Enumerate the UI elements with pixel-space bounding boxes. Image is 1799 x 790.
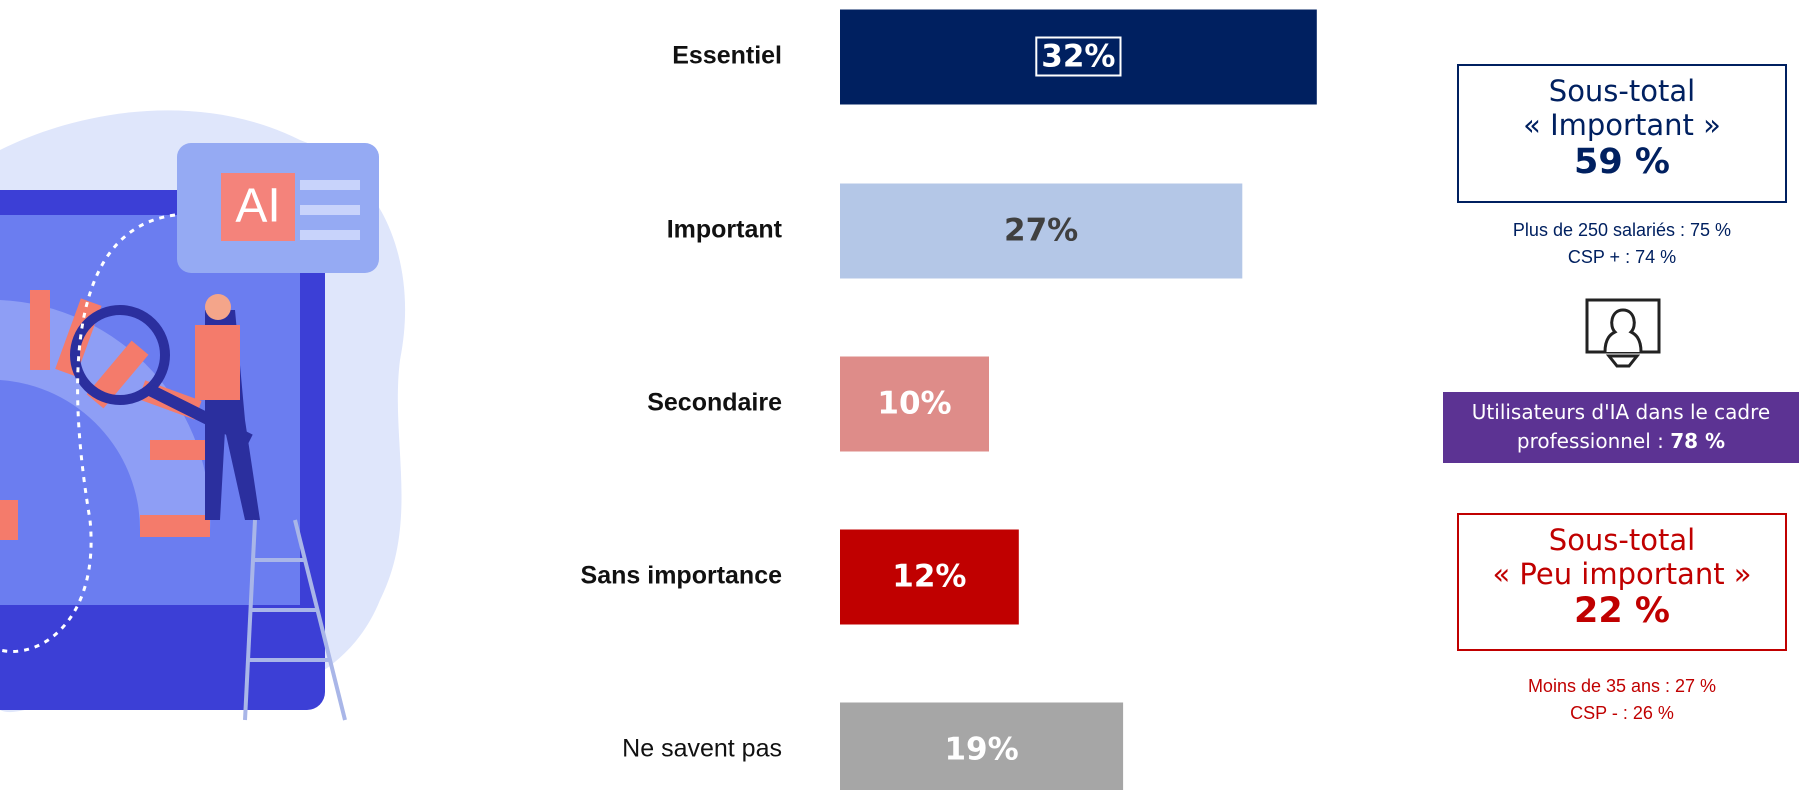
box-line: Sous-total xyxy=(1548,74,1696,108)
box-total: 59 % xyxy=(1574,142,1670,182)
detail: CSP + : 74 % xyxy=(1567,247,1677,267)
illustration: AI xyxy=(0,110,406,721)
bar xyxy=(840,702,1124,790)
value-label: 12% xyxy=(892,559,966,595)
gauge xyxy=(0,300,211,530)
users-value: 78 % xyxy=(1670,429,1726,453)
chart: AI Essentiel 32% Important 27% Secondaire 10%… xyxy=(0,9,1317,790)
category-label: Important xyxy=(667,216,783,244)
person-shirt xyxy=(195,325,240,400)
user-icon xyxy=(1585,298,1661,368)
person-head xyxy=(205,294,231,320)
detail: Moins de 35 ans : 27 % xyxy=(1527,676,1717,696)
category-label: Ne savent pas xyxy=(622,735,782,763)
bar xyxy=(840,183,1243,279)
ai-card-lines xyxy=(300,180,360,240)
peu-important-box: Sous-total « Peu important » 22 % xyxy=(1457,513,1787,651)
ai-label: AI xyxy=(235,180,280,233)
value-label: 10% xyxy=(877,386,951,422)
users-box: Utilisateurs d'IA dans le cadre professi… xyxy=(1443,392,1799,463)
detail: CSP - : 26 % xyxy=(1570,703,1674,723)
category-label: Essentiel xyxy=(672,42,782,70)
box-total: 22 % xyxy=(1574,591,1670,631)
important-details: Plus de 250 salariés : 75 % CSP + : 74 % xyxy=(1457,217,1787,271)
value-label: 32% xyxy=(1041,39,1115,75)
box-line: « Important » xyxy=(1523,108,1721,142)
bar xyxy=(840,9,1317,105)
detail: Plus de 250 salariés : 75 % xyxy=(1512,220,1732,240)
important-box: Sous-total « Important » 59 % xyxy=(1457,64,1787,203)
box-line: Sous-total xyxy=(1548,523,1696,557)
users-text: Utilisateurs d'IA dans le cadre professi… xyxy=(1471,400,1771,453)
ai-badge xyxy=(221,173,295,241)
bar xyxy=(840,356,989,452)
value-label: 27% xyxy=(1004,213,1078,249)
peu-important-details: Moins de 35 ans : 27 % CSP - : 26 % xyxy=(1457,673,1787,727)
magnifier xyxy=(70,305,170,405)
bar xyxy=(840,529,1019,625)
category-label: Secondaire xyxy=(647,389,782,417)
value-label-frame xyxy=(1035,36,1122,77)
ladder xyxy=(243,519,347,721)
box-line: « Peu important » xyxy=(1492,557,1752,591)
category-label: Sans importance xyxy=(581,562,783,590)
value-label: 19% xyxy=(944,732,1018,768)
